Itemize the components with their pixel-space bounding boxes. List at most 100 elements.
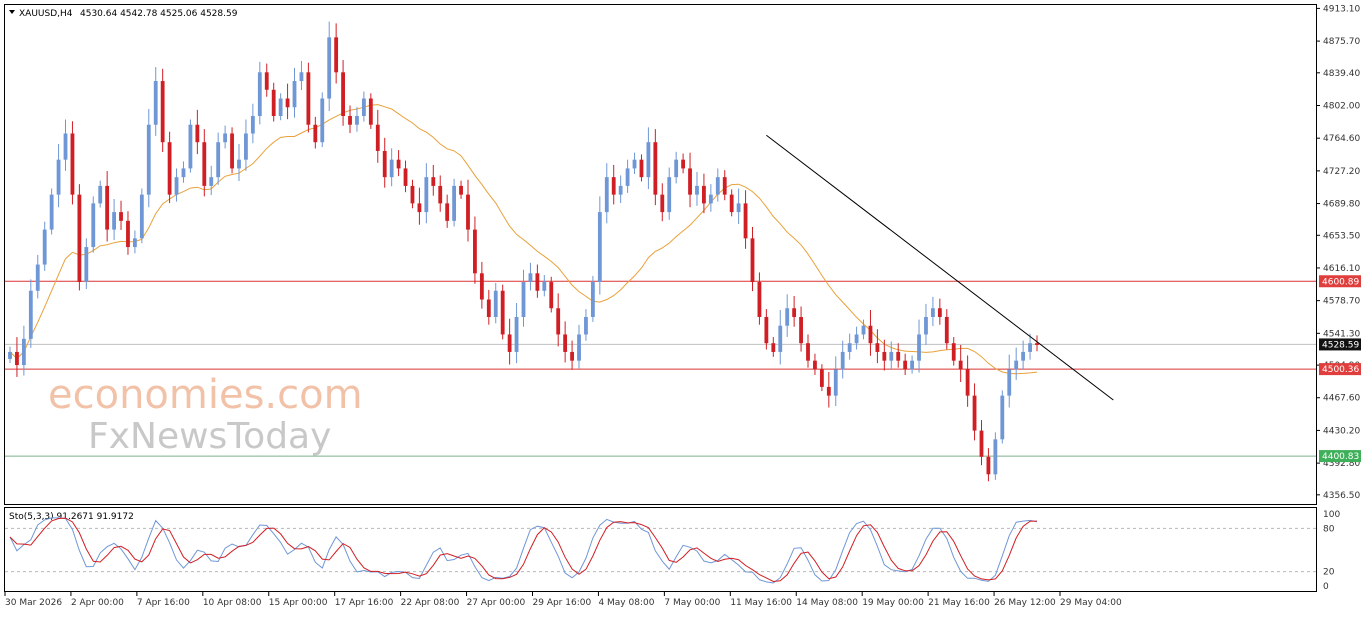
current-price-tag bbox=[1319, 338, 1361, 351]
time-tick-label: 17 Apr 16:00 bbox=[335, 598, 394, 608]
price-tick-label: 4616.10 bbox=[1323, 264, 1360, 274]
candle-body bbox=[542, 282, 547, 291]
candle-body bbox=[1035, 343, 1039, 345]
candle-body bbox=[681, 159, 686, 169]
candle-body bbox=[702, 185, 706, 204]
time-tick-label: 19 May 00:00 bbox=[862, 598, 924, 608]
candle-body bbox=[306, 72, 311, 125]
chevron-down-icon[interactable] bbox=[9, 10, 15, 14]
candle-body bbox=[1014, 360, 1019, 370]
candle-body bbox=[84, 247, 89, 283]
candle-body bbox=[424, 177, 429, 213]
candle-body bbox=[112, 212, 116, 230]
candle-body bbox=[625, 168, 630, 186]
candle-body bbox=[1000, 395, 1005, 440]
moving-average bbox=[9, 104, 1038, 375]
candle-body bbox=[951, 343, 956, 361]
candle-body bbox=[736, 203, 741, 213]
candle-body bbox=[750, 238, 755, 283]
candle-body bbox=[590, 282, 595, 317]
price-tick-label: 4392.80 bbox=[1323, 459, 1360, 469]
candle-body bbox=[674, 159, 679, 178]
candle-body bbox=[570, 351, 574, 361]
candle-body bbox=[223, 133, 228, 143]
candle-body bbox=[278, 98, 283, 116]
candle-body bbox=[216, 142, 221, 178]
candle-body bbox=[799, 316, 803, 344]
candle-body bbox=[271, 89, 276, 116]
candle-body bbox=[903, 360, 908, 370]
trendline[interactable] bbox=[766, 134, 1114, 401]
ohlc-readout: 4530.64 4542.78 4525.06 4528.59 bbox=[80, 9, 238, 19]
candle-body bbox=[15, 351, 19, 366]
candle-body bbox=[126, 220, 130, 248]
stochastic-axis: 100 80 20 0 bbox=[1323, 510, 1340, 592]
indicator-pane-frame bbox=[4, 507, 1317, 592]
price-tick-label: 4839.40 bbox=[1323, 69, 1360, 79]
stochastic-tick-label: 20 bbox=[1323, 568, 1335, 578]
candle-body bbox=[688, 168, 692, 195]
candle-body bbox=[382, 150, 387, 178]
candle-body bbox=[778, 325, 783, 352]
candle-body bbox=[202, 142, 207, 186]
level-tag-label: 4400.83 bbox=[1322, 452, 1359, 462]
candle-body bbox=[813, 360, 817, 370]
candle-body bbox=[91, 203, 96, 248]
candle-body bbox=[146, 124, 151, 195]
candle-body bbox=[139, 194, 144, 239]
candle-body bbox=[153, 81, 158, 125]
candle-body bbox=[237, 159, 241, 169]
candle-body bbox=[431, 177, 436, 186]
candle-body bbox=[49, 194, 54, 230]
price-tick-label: 4802.00 bbox=[1323, 101, 1360, 111]
candle-body bbox=[715, 177, 720, 195]
price-tick-label: 4430.20 bbox=[1323, 426, 1360, 436]
candle-body bbox=[896, 351, 901, 361]
candle-body bbox=[979, 430, 984, 457]
time-tick-label: 10 Apr 08:00 bbox=[203, 598, 262, 608]
candle-body bbox=[618, 185, 623, 195]
candle-body bbox=[174, 177, 179, 195]
time-tick-label: 27 Apr 00:00 bbox=[467, 598, 526, 608]
candle-body bbox=[667, 177, 672, 213]
time-axis: 30 Mar 2026 2 Apr 00:00 7 Apr 16:00 10 Apr … bbox=[4, 592, 1122, 608]
candle-body bbox=[708, 194, 713, 204]
candle-body bbox=[313, 124, 318, 143]
candle-body bbox=[473, 229, 477, 274]
candle-body bbox=[757, 282, 762, 317]
candle-body bbox=[597, 212, 602, 283]
candle-body bbox=[98, 185, 103, 204]
candle-body bbox=[882, 351, 887, 361]
time-tick-label: 7 May 00:00 bbox=[664, 598, 720, 608]
ma-line bbox=[9, 104, 1038, 375]
level-tag bbox=[1319, 450, 1361, 463]
time-tick-label: 14 May 08:00 bbox=[796, 598, 858, 608]
candle-body bbox=[466, 194, 470, 230]
candle-body bbox=[854, 334, 859, 344]
time-tick-label: 7 Apr 16:00 bbox=[137, 598, 190, 608]
price-tick-label: 4764.60 bbox=[1323, 134, 1360, 144]
level-tag-label: 4600.89 bbox=[1322, 277, 1359, 287]
time-tick-label: 15 Apr 00:00 bbox=[269, 598, 328, 608]
level-tag-label: 4500.36 bbox=[1322, 365, 1359, 375]
candle-body bbox=[986, 456, 991, 475]
candle-body bbox=[63, 133, 68, 160]
time-tick-label: 26 May 12:00 bbox=[994, 598, 1056, 608]
time-tick-label: 22 Apr 08:00 bbox=[401, 598, 460, 608]
candle-body bbox=[188, 124, 193, 169]
price-tags: 4600.89 4500.36 4400.83 4528.59 bbox=[1319, 275, 1361, 463]
candle-body bbox=[937, 308, 942, 317]
candle-body bbox=[875, 343, 880, 352]
symbol-label: XAUUSD,H4 bbox=[19, 9, 73, 19]
candle-body bbox=[653, 142, 658, 195]
stochastic-label: Sto(5,3,3) 91.2671 91.9172 bbox=[9, 512, 134, 522]
candle-body bbox=[459, 185, 463, 195]
candle-body bbox=[299, 72, 304, 82]
candle-body bbox=[438, 185, 443, 204]
candle-body bbox=[722, 177, 727, 195]
price-tick-label: 4356.50 bbox=[1323, 491, 1360, 501]
candle-body bbox=[806, 343, 810, 361]
candle-body bbox=[556, 308, 561, 335]
candle-body bbox=[910, 360, 915, 370]
stochastic-tick-label: 80 bbox=[1323, 524, 1335, 534]
